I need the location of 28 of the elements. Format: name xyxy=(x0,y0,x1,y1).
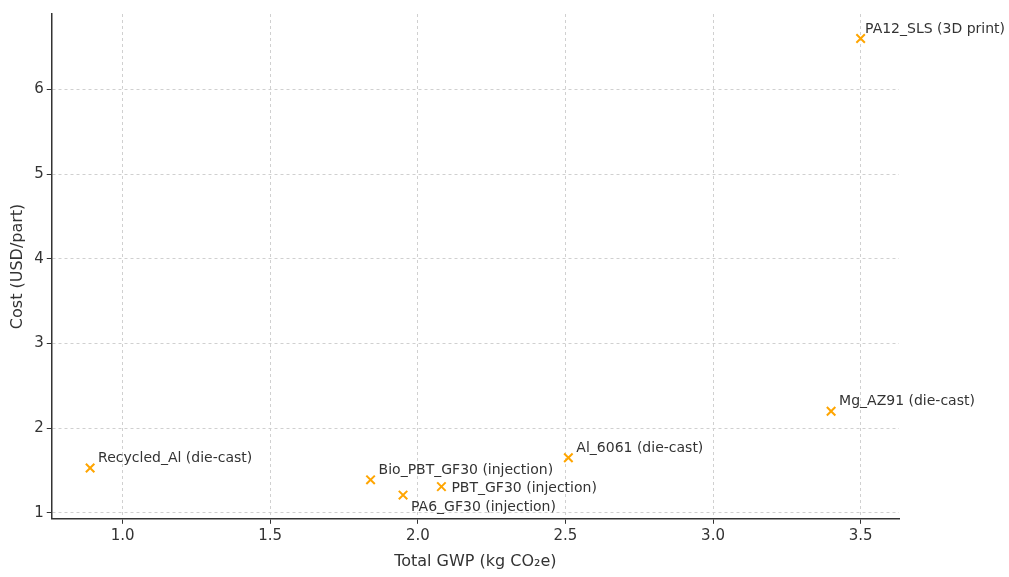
annotation: Recycled_Al (die-cast) xyxy=(98,448,253,465)
y-tick-label: 4 xyxy=(34,248,44,267)
y-tick-label: 5 xyxy=(34,163,44,182)
x-tick-label: 3.0 xyxy=(701,525,725,544)
x-tick-label: 2.5 xyxy=(553,525,578,544)
point xyxy=(365,474,376,486)
x-tick-label: 1.0 xyxy=(110,525,135,544)
point xyxy=(397,489,409,501)
annotation: PA12_SLS (3D print) xyxy=(865,19,1005,36)
annotation: Bio_PBT_GF30 (injection) xyxy=(378,460,554,477)
x-tick-label: 1.5 xyxy=(258,525,283,544)
x-axis-title: Total GWP (kg CO₂e) xyxy=(393,550,557,570)
annotation: Mg_AZ91 (die-cast) xyxy=(839,392,975,409)
y-tick-label: 6 xyxy=(34,79,44,98)
annotation: PA6_GF30 (injection) xyxy=(411,498,556,515)
y-axis-title: Cost (USD/part) xyxy=(6,203,26,330)
x-tick-label: 3.5 xyxy=(848,525,873,544)
point xyxy=(436,481,447,492)
y-tick-label: 1 xyxy=(34,502,44,521)
annotation: Al_6061 (die-cast) xyxy=(576,438,704,455)
y-tick-label: 3 xyxy=(34,333,44,352)
x-tick-label: 2.0 xyxy=(405,525,430,544)
y-tick-label: 2 xyxy=(34,418,44,437)
point xyxy=(855,33,866,44)
annotation: PBT_GF30 (injection) xyxy=(451,478,597,495)
point xyxy=(825,405,837,417)
point xyxy=(84,462,96,474)
point xyxy=(563,452,574,464)
